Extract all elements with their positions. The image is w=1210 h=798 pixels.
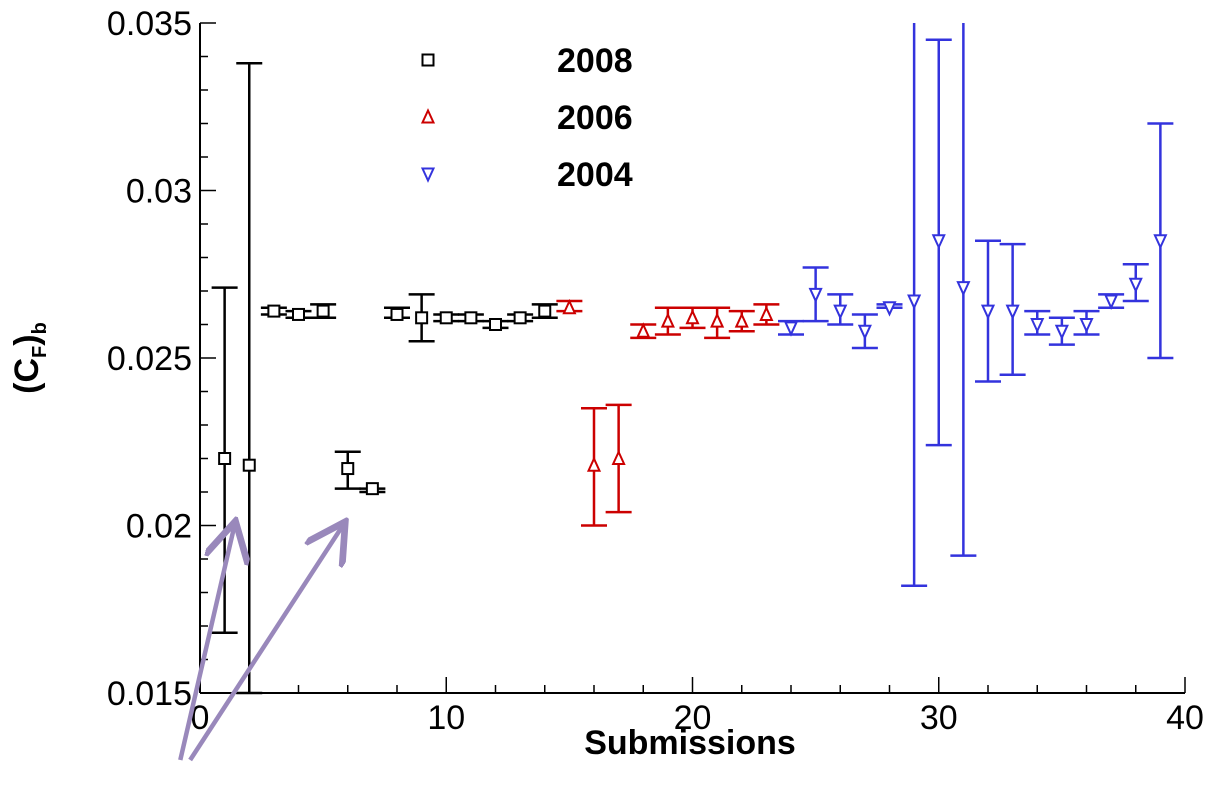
data-point xyxy=(1128,277,1143,294)
data-point xyxy=(489,318,502,331)
annotation-layer xyxy=(178,526,343,762)
data-point xyxy=(857,324,872,341)
data-point xyxy=(956,281,971,297)
data-point xyxy=(1153,234,1168,250)
data-point xyxy=(292,307,305,321)
data-point xyxy=(1104,294,1119,310)
y-tick-label: 0.025 xyxy=(107,340,192,378)
x-tick-label: 0 xyxy=(191,699,210,737)
y-tick-label: 0.02 xyxy=(126,508,192,546)
x-tick-label: 10 xyxy=(427,699,465,737)
data-point xyxy=(734,312,749,328)
y-axis-title: (CF)b xyxy=(8,322,51,394)
legend-label-2006: 2006 xyxy=(557,99,633,137)
series-layer xyxy=(211,23,1174,695)
data-point xyxy=(586,456,602,472)
data-point xyxy=(759,305,774,321)
data-point xyxy=(415,311,429,325)
y-tick-label: 0.03 xyxy=(126,173,192,211)
x-tick-label: 20 xyxy=(674,699,712,737)
data-point xyxy=(267,304,281,318)
y-axis-title-sub: F xyxy=(29,346,51,358)
data-point xyxy=(390,307,404,321)
data-point xyxy=(931,234,946,250)
data-point xyxy=(907,294,922,310)
legend-label-2004: 2004 xyxy=(557,156,633,194)
data-point xyxy=(365,482,379,496)
y-ticks: 0.015 0.02 0.025 0.03 0.035 xyxy=(107,5,216,713)
x-tick-label: 30 xyxy=(920,699,958,737)
data-point xyxy=(1005,304,1020,321)
data-point xyxy=(218,452,232,465)
data-point xyxy=(611,449,626,465)
annotation-arrow xyxy=(178,526,234,761)
x-tick-label: 40 xyxy=(1166,699,1204,737)
data-point xyxy=(562,298,577,315)
legend: 2008 2006 2004 xyxy=(420,42,633,194)
y-axis-title-main: (C xyxy=(8,358,46,394)
data-point xyxy=(980,304,996,321)
y-tick-label: 0.035 xyxy=(107,5,192,43)
data-point xyxy=(538,304,552,318)
data-point xyxy=(783,321,799,337)
y-axis-title-close: ) xyxy=(8,334,46,345)
legend-marker-2004 xyxy=(420,167,436,183)
data-point xyxy=(316,304,330,318)
data-point xyxy=(882,301,897,317)
data-point xyxy=(636,322,651,338)
data-point xyxy=(833,304,848,321)
data-point xyxy=(341,462,355,476)
series-2006 xyxy=(556,298,780,527)
data-point xyxy=(1030,318,1045,334)
data-point xyxy=(1079,318,1094,334)
y-tick-label: 0.015 xyxy=(107,675,192,713)
series-2008 xyxy=(211,61,558,695)
legend-marker-2008 xyxy=(421,53,435,67)
data-point xyxy=(242,458,256,472)
plot-frame xyxy=(199,23,1185,694)
data-point xyxy=(660,312,675,328)
data-point xyxy=(685,308,700,325)
legend-marker-2006 xyxy=(420,108,436,124)
data-point xyxy=(464,311,478,325)
series-2004 xyxy=(778,23,1174,588)
x-ticks: 0 10 20 30 40 xyxy=(191,677,1204,737)
annotation-arrow xyxy=(188,526,343,762)
data-point xyxy=(439,311,453,325)
x-axis-title: Submissions xyxy=(584,724,796,762)
data-point xyxy=(808,287,823,304)
data-point xyxy=(1054,324,1069,341)
legend-label-2008: 2008 xyxy=(557,42,633,80)
data-point xyxy=(513,311,527,325)
data-point xyxy=(710,312,725,328)
y-axis-title-sub2: b xyxy=(29,322,51,334)
